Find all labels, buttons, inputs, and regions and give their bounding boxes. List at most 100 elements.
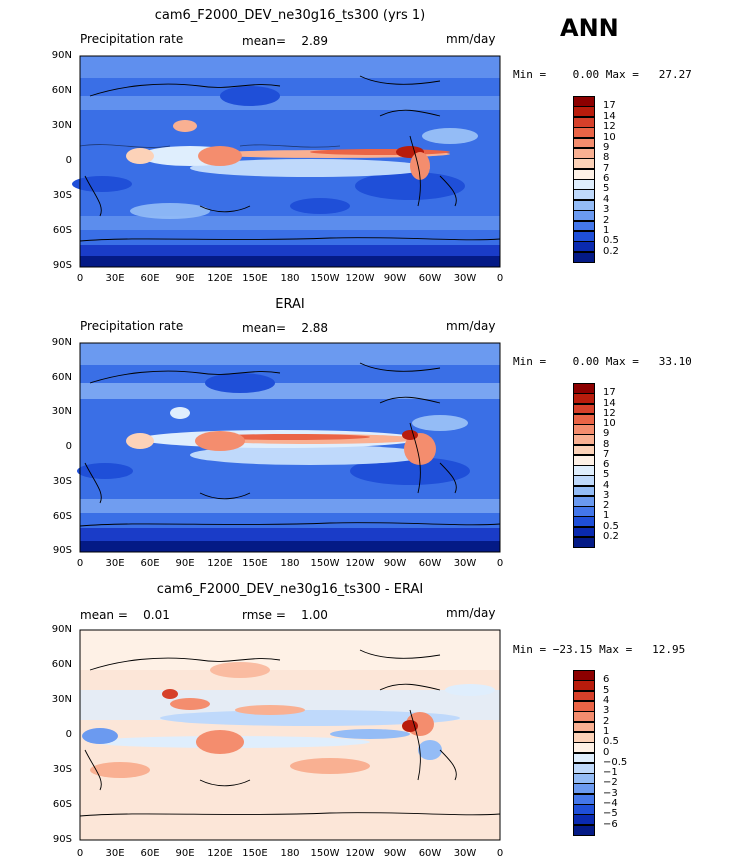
colorbar-label: −5 bbox=[603, 808, 618, 820]
panel-3-units-label: mm/day bbox=[446, 606, 496, 620]
colorbar-label: 7 bbox=[603, 448, 610, 460]
colorbar-label: −6 bbox=[603, 818, 618, 830]
lon-tick-label: 60E bbox=[140, 558, 160, 569]
colorbar-label: −1 bbox=[603, 767, 618, 779]
colorbar-label: −3 bbox=[603, 787, 618, 799]
lon-tick-label: 180 bbox=[280, 558, 300, 569]
lon-tick-label: 150E bbox=[242, 558, 268, 569]
colorbar-swatch bbox=[573, 158, 595, 170]
panel-3-rmse-label: rmse = 1.00 bbox=[242, 608, 328, 622]
colorbar-label: 12 bbox=[603, 407, 616, 419]
colorbar-swatch bbox=[573, 742, 595, 753]
colorbar-swatch bbox=[573, 179, 595, 190]
lon-tick-label: 60E bbox=[140, 273, 160, 284]
lon-tick-label: 120W bbox=[345, 273, 375, 284]
colorbar-label: 17 bbox=[603, 387, 616, 399]
panel-1-mean-label: mean= 2.89 bbox=[242, 34, 329, 48]
colorbar-swatch bbox=[573, 199, 595, 211]
colorbar-swatch bbox=[573, 824, 595, 836]
colorbar-label: 5 bbox=[603, 684, 610, 696]
lon-tick-label: 150E bbox=[242, 273, 268, 284]
colorbar-label: 6 bbox=[603, 173, 610, 184]
colorbar-label: 14 bbox=[603, 397, 616, 409]
lon-tick-label: 180 bbox=[280, 273, 300, 284]
panel-3-map bbox=[79, 629, 501, 841]
panel-2-colorbar: 17 14 12 10 9 8 7 6 5 4 3 2 1 0.5 0.2 bbox=[573, 383, 619, 548]
colorbar-label: 1 bbox=[603, 510, 610, 522]
lon-tick-label: 30W bbox=[453, 558, 477, 569]
lat-tick-label: 90N bbox=[51, 624, 72, 635]
colorbar-swatch bbox=[573, 680, 595, 692]
colorbar-swatch bbox=[573, 690, 595, 702]
colorbar-label: 0.5 bbox=[603, 736, 619, 748]
colorbar-label: 9 bbox=[603, 428, 610, 440]
colorbar-swatch bbox=[573, 413, 595, 425]
lon-tick-label: 120E bbox=[207, 558, 233, 569]
lon-tick-label: 150W bbox=[310, 558, 340, 569]
lon-tick-label: 30E bbox=[105, 848, 125, 859]
colorbar-swatch bbox=[573, 485, 595, 497]
colorbar-swatch bbox=[573, 251, 595, 263]
colorbar-label: 4 bbox=[603, 479, 610, 491]
panel-1-title: cam6_F2000_DEV_ne30g16_ts300 (yrs 1) bbox=[154, 8, 426, 23]
lon-tick-label: 90E bbox=[175, 558, 195, 569]
colorbar-swatch bbox=[573, 762, 595, 774]
lon-tick-label: 90W bbox=[383, 848, 407, 859]
colorbar-swatch bbox=[573, 804, 595, 815]
lat-tick-label: 30S bbox=[52, 476, 72, 487]
colorbar-label: 6 bbox=[603, 674, 610, 686]
lon-tick-label: 180 bbox=[280, 848, 300, 859]
lon-tick-label: 30W bbox=[453, 848, 477, 859]
lon-tick-label: 90W bbox=[383, 273, 407, 284]
colorbar-label: 5 bbox=[603, 183, 610, 195]
colorbar-label: −0.5 bbox=[603, 756, 628, 768]
lon-tick-label: 60E bbox=[140, 848, 160, 859]
colorbar-label: 0 bbox=[603, 746, 610, 758]
panel-3-min-max: Min = −23.15 Max = 12.95 bbox=[513, 643, 686, 656]
panel-2-title: ERAI bbox=[275, 297, 305, 312]
lon-tick-label: 90W bbox=[383, 558, 407, 569]
colorbar-swatch bbox=[573, 106, 595, 118]
lon-tick-label: 150E bbox=[242, 848, 268, 859]
colorbar-swatch bbox=[573, 127, 595, 138]
colorbar-swatch bbox=[573, 393, 595, 404]
lat-tick-label: 30N bbox=[51, 694, 72, 705]
lat-tick-label: 30N bbox=[51, 406, 72, 417]
lat-tick-label: 90N bbox=[51, 50, 72, 61]
lon-tick-label: 0 bbox=[76, 848, 84, 859]
lat-tick-label: 60N bbox=[51, 372, 72, 383]
colorbar-swatch bbox=[573, 241, 595, 253]
colorbar-label: 7 bbox=[603, 162, 610, 174]
lon-tick-label: 30E bbox=[105, 558, 125, 569]
lat-tick-label: 0 bbox=[65, 441, 72, 452]
colorbar-label: 3 bbox=[603, 489, 610, 501]
lat-tick-label: 0 bbox=[65, 155, 72, 166]
colorbar-swatch bbox=[573, 424, 595, 435]
lon-tick-label: 60W bbox=[418, 558, 442, 569]
panel-1-colorbar: 17 14 12 10 9 8 7 6 5 4 3 2 1 0.5 0.2 bbox=[573, 96, 619, 263]
lat-tick-label: 60N bbox=[51, 85, 72, 96]
colorbar-swatch bbox=[573, 96, 595, 107]
colorbar-label: 12 bbox=[603, 121, 616, 133]
lon-tick-label: 30W bbox=[453, 273, 477, 284]
panel-2-variable-label: Precipitation rate bbox=[80, 319, 184, 333]
panel-3-colorbar: 6 5 4 3 2 1 0.5 0 −0.5 −1 −2 −3 −4 −5 −6 bbox=[573, 670, 627, 836]
colorbar-label: 10 bbox=[603, 131, 616, 143]
colorbar-swatch bbox=[573, 516, 595, 527]
panel-2-units-label: mm/day bbox=[446, 319, 496, 333]
colorbar-label: 0.2 bbox=[603, 530, 619, 542]
colorbar-label: 4 bbox=[603, 694, 610, 706]
colorbar-label: 4 bbox=[603, 193, 610, 205]
lon-tick-label: 150W bbox=[310, 848, 340, 859]
colorbar-swatch bbox=[573, 731, 595, 743]
colorbar-swatch bbox=[573, 465, 595, 476]
colorbar-swatch bbox=[573, 168, 595, 180]
lon-tick-label: 0 bbox=[496, 273, 504, 284]
colorbar-swatch bbox=[573, 434, 595, 445]
lon-tick-label: 120W bbox=[345, 558, 375, 569]
panel-2-min-max: Min = 0.00 Max = 33.10 bbox=[513, 355, 692, 368]
colorbar-label: 3 bbox=[603, 204, 610, 216]
colorbar-swatch bbox=[573, 383, 595, 394]
colorbar-swatch bbox=[573, 444, 595, 456]
colorbar-swatch bbox=[573, 495, 595, 507]
